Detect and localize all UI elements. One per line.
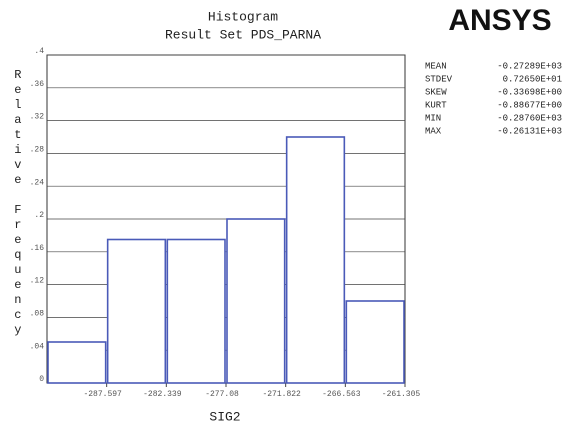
x-tick-label: -271.822	[262, 390, 301, 399]
y-tick-label: .16	[30, 244, 45, 253]
chart-subtitle: Result Set PDS_PARNA	[165, 27, 321, 42]
y-tick-label: .2	[34, 211, 44, 220]
x-tick-label: -287.597	[83, 390, 122, 399]
x-tick-label: -277.08	[205, 390, 239, 399]
x-tick-label: -282.339	[143, 390, 182, 399]
y-tick-label: .24	[30, 178, 45, 187]
y-tick-label: .08	[30, 310, 45, 319]
y-tick-label: 0	[39, 375, 44, 384]
stat-label: MEAN	[425, 61, 447, 71]
x-tick-label: -266.563	[322, 390, 361, 399]
y-tick-label: .36	[30, 80, 45, 89]
bar	[226, 218, 286, 384]
bar	[166, 238, 226, 384]
stat-label: KURT	[425, 100, 447, 110]
y-axis-label: Relative Frequency	[11, 68, 25, 338]
stat-value: -0.27289E+03	[497, 61, 562, 71]
stat-value: 0.72650E+01	[503, 74, 562, 84]
stat-label: MIN	[425, 113, 441, 123]
logo: ANSYS	[448, 4, 551, 37]
stat-label: STDEV	[425, 74, 453, 84]
chart-title: Histogram	[208, 9, 278, 24]
stat-label: MAX	[425, 126, 442, 136]
bar	[285, 136, 346, 384]
bar	[106, 238, 167, 384]
x-axis-label: SIG2	[209, 409, 240, 424]
y-tick-label: .32	[30, 113, 45, 122]
bar	[345, 300, 405, 384]
stat-label: SKEW	[425, 87, 447, 97]
y-tick-label: .12	[30, 277, 45, 286]
stat-value: -0.28760E+03	[497, 113, 562, 123]
y-tick-label: .4	[34, 47, 44, 56]
stat-value: -0.88677E+00	[497, 100, 562, 110]
y-tick-label: .04	[30, 342, 45, 351]
stat-value: -0.33698E+00	[497, 87, 562, 97]
x-tick-label: -261.305	[382, 390, 421, 399]
stat-value: -0.26131E+03	[497, 126, 562, 136]
bar	[47, 341, 107, 384]
y-tick-label: .28	[30, 146, 45, 155]
